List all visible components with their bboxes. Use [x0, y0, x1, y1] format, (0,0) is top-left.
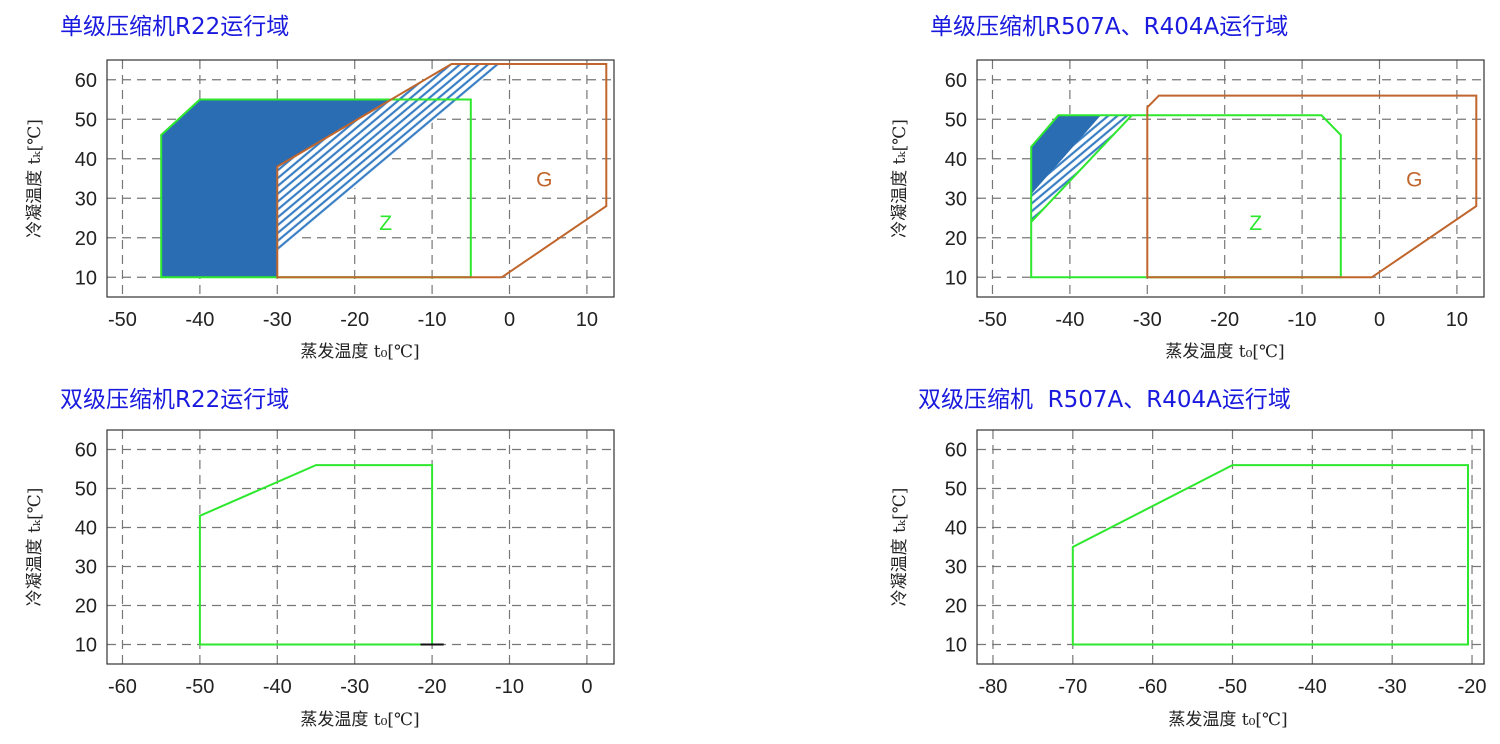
x-tick-label: -50 [185, 676, 214, 698]
x-tick-label: 0 [1374, 309, 1385, 331]
x-tick-label: -70 [1058, 676, 1087, 698]
y-tick-label: 50 [75, 109, 97, 131]
plot-frame [106, 59, 615, 298]
region-outline-0 [1071, 464, 1469, 646]
region-label: Z [379, 212, 392, 235]
region-label: G [536, 169, 552, 192]
plot-frame [976, 429, 1485, 665]
y-tick-label: 20 [75, 596, 97, 618]
grid [107, 60, 614, 297]
chart-1: 单级压缩机R22运行域 Z G -50 -40 -30 -20 -10 0 10 10 20 30 40 5… [25, 14, 615, 362]
y-tick-label: 50 [945, 109, 967, 131]
y-tick-label: 60 [945, 70, 967, 92]
x-tick-label: -30 [340, 676, 369, 698]
x-tick-label: -20 [1210, 309, 1239, 331]
x-tick-label: -40 [1055, 309, 1084, 331]
x-tick-label: -40 [263, 676, 292, 698]
x-tick-label: 0 [504, 309, 515, 331]
x-tick-label: -80 [979, 676, 1008, 698]
x-tick-label: 0 [581, 676, 592, 698]
plot-frame [106, 429, 615, 665]
y-tick-label: 20 [945, 228, 967, 250]
plot-area [977, 430, 1484, 664]
grid [977, 60, 1484, 297]
chart-title: 单级压缩机R22运行域 [60, 14, 289, 40]
x-tick-label: -50 [108, 309, 137, 331]
y-tick-label: 40 [75, 518, 97, 540]
y-tick-label: 40 [945, 518, 967, 540]
x-tick-label: -10 [1288, 309, 1317, 331]
x-tick-label: -40 [1298, 676, 1327, 698]
chart-3: 双级压缩机R22运行域 -60 -50 -40 -30 -20 -10 0 10 20 30 40 50… [25, 387, 615, 730]
y-tick-label: 10 [945, 267, 967, 289]
y-tick-label: 50 [945, 479, 967, 501]
x-tick-label: 10 [576, 309, 598, 331]
x-tick-label: -30 [1378, 676, 1407, 698]
region-outline-g [1146, 94, 1478, 279]
y-tick-label: 20 [75, 228, 97, 250]
y-tick-label: 30 [75, 188, 97, 210]
x-tick-label: -20 [1458, 676, 1487, 698]
x-axis-label: 蒸发温度 t₀[℃] [300, 342, 419, 362]
chart-title: 双级压缩机 R507A、R404A运行域 [918, 387, 1291, 413]
y-tick-label: 10 [75, 267, 97, 289]
x-tick-label: -10 [418, 309, 447, 331]
region-hatched [277, 64, 502, 254]
x-tick-label: -10 [495, 676, 524, 698]
y-axis-label: 冷凝温度 tₖ[℃] [25, 119, 45, 238]
plot-area [107, 430, 614, 664]
x-tick-label: -50 [1218, 676, 1247, 698]
x-tick-label: -30 [1133, 309, 1162, 331]
y-tick-label: 50 [75, 479, 97, 501]
y-tick-label: 60 [75, 70, 97, 92]
y-axis-label: 冷凝温度 tₖ[℃] [25, 488, 45, 607]
y-tick-label: 40 [945, 149, 967, 171]
y-tick-label: 10 [75, 635, 97, 657]
y-tick-label: 20 [945, 596, 967, 618]
y-tick-label: 10 [945, 635, 967, 657]
region-label: G [1406, 169, 1422, 192]
y-tick-label: 30 [945, 188, 967, 210]
region-label: Z [1249, 212, 1262, 235]
chart-title: 双级压缩机R22运行域 [60, 387, 289, 413]
chart-2: 单级压缩机R507A、R404A运行域 Z G -50 -40 -30 -20 -10 0 10 1… [890, 14, 1485, 362]
x-tick-label: -50 [978, 309, 1007, 331]
y-tick-label: 60 [75, 440, 97, 462]
plot-frame [976, 59, 1485, 298]
region-line [1030, 114, 1133, 223]
x-tick-label: -60 [108, 676, 137, 698]
y-tick-label: 30 [75, 557, 97, 579]
y-tick-label: 30 [945, 557, 967, 579]
x-axis-label: 蒸发温度 t₀[℃] [300, 710, 419, 730]
y-tick-label: 40 [75, 149, 97, 171]
y-axis-label: 冷凝温度 tₖ[℃] [890, 119, 910, 238]
x-tick-label: -20 [340, 309, 369, 331]
x-axis-label: 蒸发温度 t₀[℃] [1168, 710, 1287, 730]
x-axis-label: 蒸发温度 t₀[℃] [1165, 342, 1284, 362]
x-tick-label: -20 [418, 676, 447, 698]
x-tick-label: -60 [1138, 676, 1167, 698]
y-axis-label: 冷凝温度 tₖ[℃] [890, 488, 910, 607]
chart-4: 双级压缩机 R507A、R404A运行域 -80 -70 -60 -50 -40 -30 -2… [890, 387, 1486, 730]
region-outline-g [276, 63, 608, 279]
x-tick-label: -30 [263, 309, 292, 331]
x-tick-label: 10 [1446, 309, 1468, 331]
region-outline-0 [198, 464, 434, 646]
x-tick-label: -40 [185, 309, 214, 331]
y-tick-label: 60 [945, 440, 967, 462]
chart-title: 单级压缩机R507A、R404A运行域 [930, 14, 1288, 40]
